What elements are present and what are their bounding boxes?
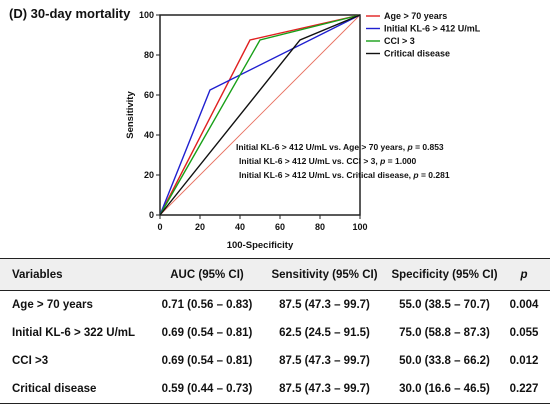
cell-p: 0.055 [502, 319, 550, 347]
x-tick-label: 60 [275, 222, 285, 232]
cell-auc: 0.59 (0.44 – 0.73) [152, 375, 262, 404]
comparison-annotation: Initial KL-6 > 412 U/mL vs. Age > 70 yea… [236, 142, 444, 152]
header-specificity: Specificity (95% CI) [387, 259, 502, 291]
cell-sensitivity: 87.5 (47.3 – 99.7) [262, 375, 387, 404]
reference-diagonal-line [160, 15, 360, 215]
legend-label-2: CCI > 3 [384, 36, 415, 46]
cell-variable: Initial KL-6 > 322 U/mL [0, 319, 152, 347]
annotation-p-value: = 0.281 [419, 170, 450, 180]
x-tick-label: 20 [195, 222, 205, 232]
annotation-p-value: = 0.853 [413, 142, 444, 152]
roc-chart: 0 20 40 60 80 100 0 20 40 60 80 100 100-Specificity… [0, 0, 550, 258]
cell-variable: CCI >3 [0, 347, 152, 375]
cell-specificity: 50.0 (33.8 – 66.2) [387, 347, 502, 375]
table-row: CCI >3 0.69 (0.54 – 0.81) 87.5 (47.3 – 9… [0, 347, 550, 375]
annotation-text: Initial KL-6 > 412 U/mL vs. Critical dis… [239, 170, 413, 180]
legend-label-3: Critical disease [384, 49, 450, 59]
annotation-p-value: = 1.000 [385, 156, 416, 166]
x-tick-label: 0 [157, 222, 162, 232]
cell-sensitivity: 87.5 (47.3 – 99.7) [262, 347, 387, 375]
y-axis-label: Sensitivity [125, 91, 136, 139]
y-tick-label: 0 [149, 210, 154, 220]
header-p: p [502, 259, 550, 291]
comparison-annotation: Initial KL-6 > 412 U/mL vs. Critical dis… [239, 170, 450, 180]
table-row: Initial KL-6 > 322 U/mL 0.69 (0.54 – 0.8… [0, 319, 550, 347]
comparison-annotation: Initial KL-6 > 412 U/mL vs. CCI > 3, p =… [239, 156, 417, 166]
results-table: Variables AUC (95% CI) Sensitivity (95% … [0, 258, 550, 404]
y-tick-label: 20 [144, 170, 154, 180]
y-tick-label: 40 [144, 130, 154, 140]
cell-variable: Age > 70 years [0, 291, 152, 320]
cell-auc: 0.69 (0.54 – 0.81) [152, 319, 262, 347]
legend-label-1: Initial KL-6 > 412 U/mL [384, 24, 481, 34]
cell-p: 0.227 [502, 375, 550, 404]
cell-sensitivity: 62.5 (24.5 – 91.5) [262, 319, 387, 347]
y-tick-label: 100 [139, 10, 154, 20]
annotation-text: Initial KL-6 > 412 U/mL vs. Age > 70 yea… [236, 142, 408, 152]
cell-specificity: 75.0 (58.8 – 87.3) [387, 319, 502, 347]
header-variables: Variables [0, 259, 152, 291]
table-header-row: Variables AUC (95% CI) Sensitivity (95% … [0, 259, 550, 291]
cell-sensitivity: 87.5 (47.3 – 99.7) [262, 291, 387, 320]
x-tick-label: 100 [352, 222, 367, 232]
cell-specificity: 30.0 (16.6 – 46.5) [387, 375, 502, 404]
y-tick-label: 60 [144, 90, 154, 100]
cell-p: 0.012 [502, 347, 550, 375]
cell-p: 0.004 [502, 291, 550, 320]
y-tick-label: 80 [144, 50, 154, 60]
table-row: Critical disease 0.59 (0.44 – 0.73) 87.5… [0, 375, 550, 404]
cell-auc: 0.71 (0.56 – 0.83) [152, 291, 262, 320]
annotation-text: Initial KL-6 > 412 U/mL vs. CCI > 3, [239, 156, 380, 166]
cell-variable: Critical disease [0, 375, 152, 404]
cell-specificity: 55.0 (38.5 – 70.7) [387, 291, 502, 320]
x-axis-label: 100-Specificity [227, 240, 294, 251]
x-tick-label: 40 [235, 222, 245, 232]
header-sensitivity: Sensitivity (95% CI) [262, 259, 387, 291]
table-row: Age > 70 years 0.71 (0.56 – 0.83) 87.5 (… [0, 291, 550, 320]
x-tick-label: 80 [315, 222, 325, 232]
legend-label-0: Age > 70 years [384, 11, 447, 21]
cell-auc: 0.69 (0.54 – 0.81) [152, 347, 262, 375]
header-auc: AUC (95% CI) [152, 259, 262, 291]
